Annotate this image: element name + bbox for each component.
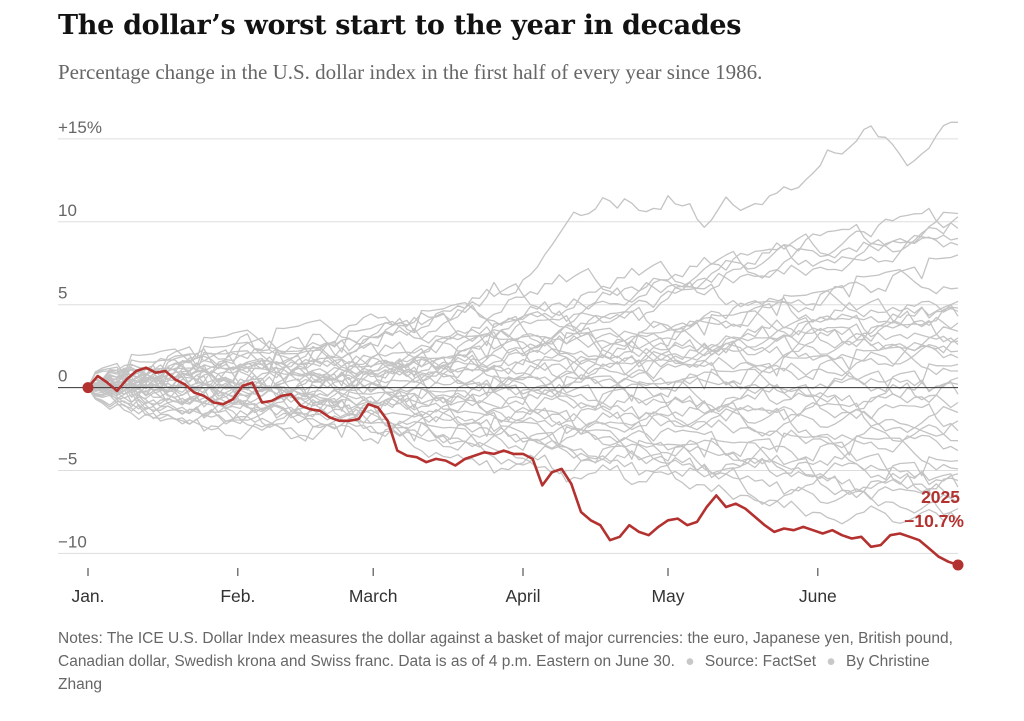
background-series-line [87, 236, 959, 390]
y-tick-label: +15% [58, 118, 102, 137]
series-label-year: 2025 [921, 487, 960, 507]
background-series-line [87, 375, 959, 496]
x-tick-label: Jan. [71, 586, 104, 606]
line-chart: 2025 −10.7% +15% 10 5 0 −5 −10 Jan. Feb. March Ap… [58, 118, 964, 606]
x-tick-label: March [349, 586, 398, 606]
x-axis: Jan. Feb. March April May June [71, 568, 837, 606]
background-series-line [87, 357, 959, 399]
grid-lines [58, 138, 958, 554]
background-series-line [87, 223, 959, 389]
background-series-line [87, 314, 959, 392]
highlight-series-group: 2025 −10.7% [82, 366, 964, 571]
background-series-line [87, 364, 959, 481]
y-axis-labels: +15% 10 5 0 −5 −10 [58, 118, 102, 552]
background-series-line [87, 387, 959, 499]
notes-text: Notes: The ICE U.S. Dollar Index measure… [58, 630, 953, 670]
source-text: Source: FactSet [704, 653, 817, 670]
x-tick-label: Feb. [220, 586, 255, 606]
x-tick-label: April [505, 586, 540, 606]
background-series-line [87, 317, 959, 394]
background-series-line [87, 374, 959, 449]
x-tick-label: May [651, 586, 684, 606]
background-series-line [87, 379, 959, 514]
series-label-value: −10.7% [904, 511, 964, 531]
background-series-line [87, 216, 959, 395]
background-series-line [87, 374, 959, 493]
end-point-marker [952, 559, 964, 571]
separator-dot-icon: ● [826, 653, 836, 670]
start-point-marker [82, 382, 94, 394]
separator-dot-icon: ● [685, 653, 695, 670]
y-tick-label: 5 [58, 284, 67, 303]
background-series-line [87, 306, 959, 392]
chart-subtitle: Percentage change in the U.S. dollar ind… [58, 60, 763, 84]
highlight-series-line [87, 366, 959, 567]
background-series-line [87, 382, 959, 525]
background-series-line [87, 254, 959, 388]
y-tick-label: −5 [58, 450, 77, 469]
y-tick-label: 10 [58, 201, 77, 220]
background-series-line [87, 297, 959, 391]
y-tick-label: −10 [58, 532, 87, 551]
background-series-line [87, 376, 959, 486]
background-series-line [87, 364, 959, 453]
background-series-group [87, 121, 959, 525]
background-series-line [87, 334, 959, 391]
background-series-line [87, 386, 959, 437]
chart-title: The dollar’s worst start to the year in … [58, 10, 742, 41]
background-series-line [87, 319, 959, 410]
y-tick-label: 0 [58, 367, 67, 386]
chart-notes: Notes: The ICE U.S. Dollar Index measure… [58, 627, 958, 696]
x-tick-label: June [799, 586, 837, 606]
background-series-line [87, 387, 959, 521]
background-series-line [87, 121, 958, 389]
byline-text: By Christine Zhang [58, 653, 930, 693]
